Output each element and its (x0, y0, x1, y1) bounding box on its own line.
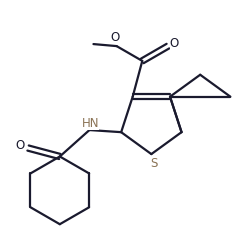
Text: S: S (150, 157, 157, 170)
Text: O: O (170, 38, 179, 51)
Text: HN: HN (82, 117, 99, 130)
Text: O: O (110, 31, 119, 44)
Text: O: O (15, 140, 24, 152)
